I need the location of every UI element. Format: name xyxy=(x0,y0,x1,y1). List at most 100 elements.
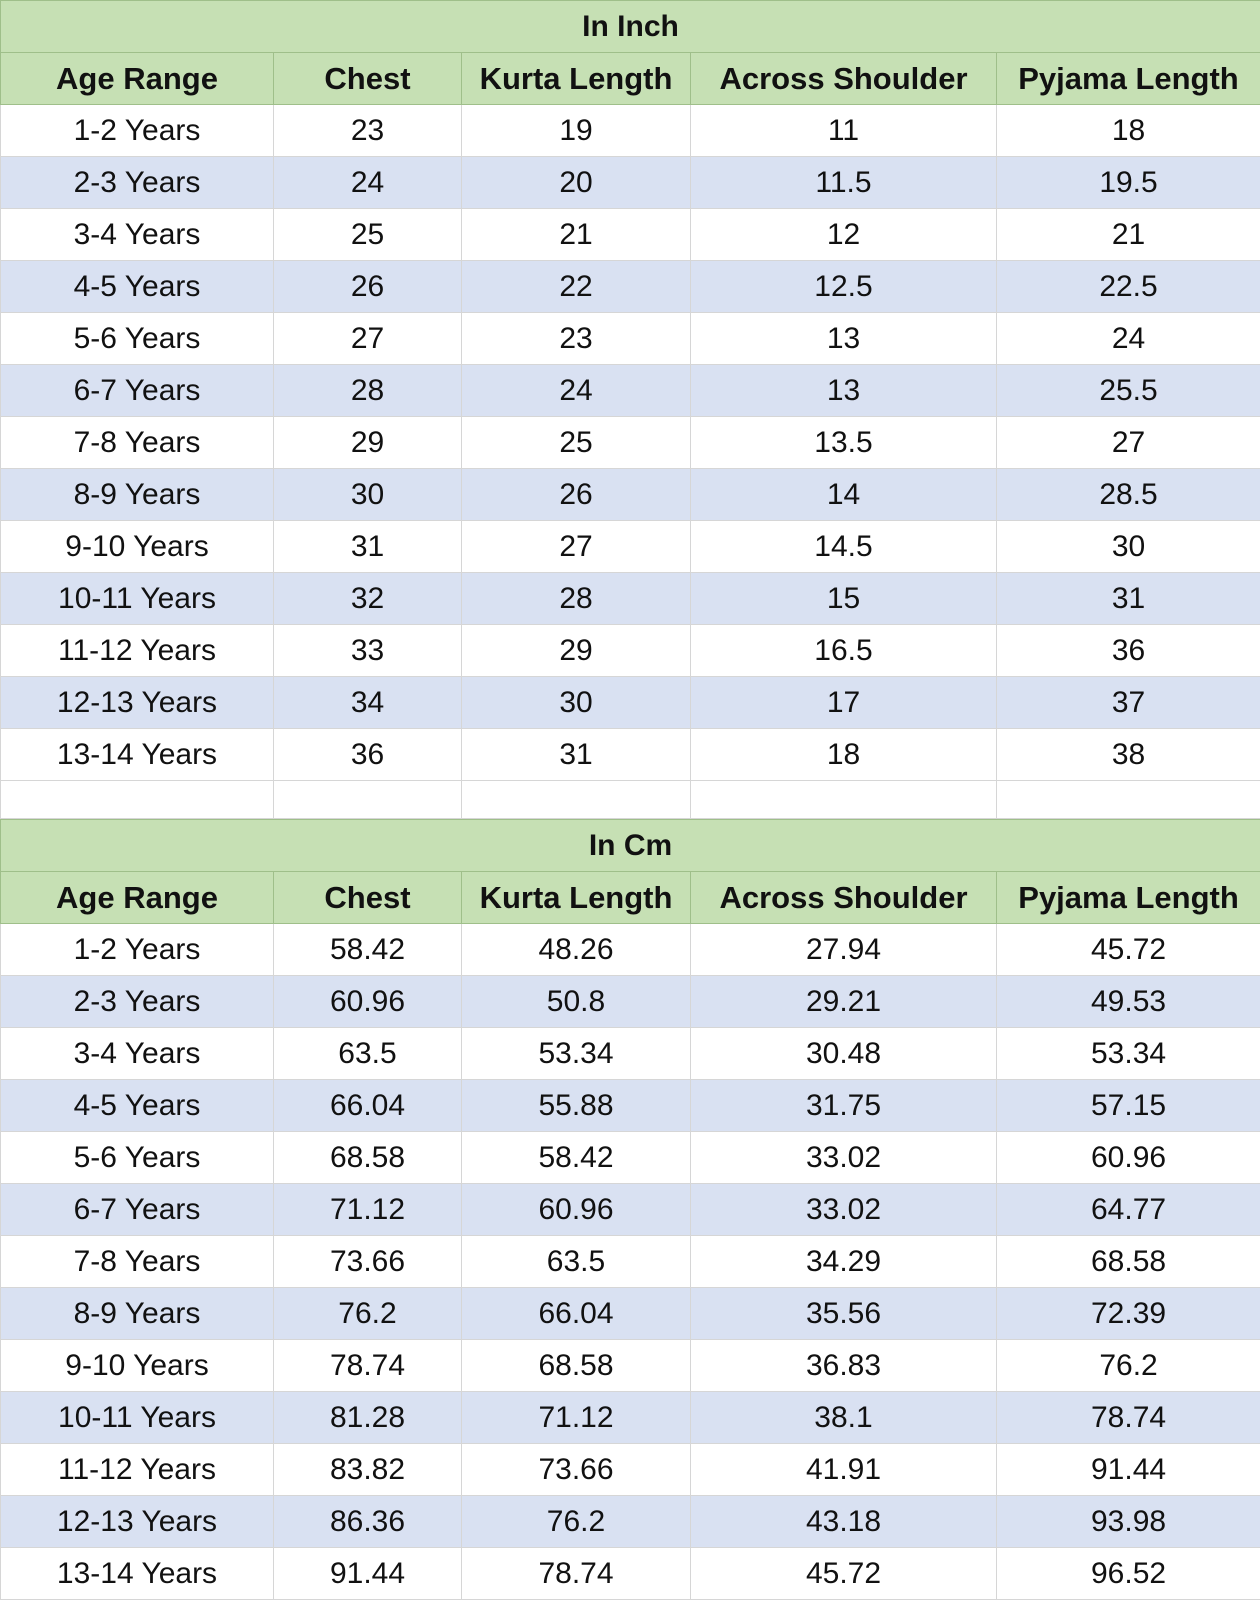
value-cell: 58.42 xyxy=(461,1131,691,1184)
table-title: In Cm xyxy=(0,819,1260,872)
value-cell: 36.83 xyxy=(690,1339,997,1392)
value-cell: 29 xyxy=(461,624,691,677)
value-cell: 50.8 xyxy=(461,975,691,1028)
age-cell: 2-3 Years xyxy=(0,975,274,1028)
value-cell: 60.96 xyxy=(995,1131,1260,1184)
value-cell: 20 xyxy=(461,156,691,209)
data-row: 6-7 Years 28 24 13 25.5 xyxy=(0,364,1260,417)
value-cell: 26 xyxy=(273,260,462,313)
value-cell: 55.88 xyxy=(461,1079,691,1132)
value-cell: 29.21 xyxy=(690,975,997,1028)
title-row: In Inch xyxy=(0,0,1260,53)
value-cell: 73.66 xyxy=(461,1443,691,1496)
column-header: Pyjama Length xyxy=(995,871,1260,924)
age-cell: 12-13 Years xyxy=(0,1495,274,1548)
value-cell: 53.34 xyxy=(461,1027,691,1080)
value-cell: 60.96 xyxy=(461,1183,691,1236)
value-cell: 12 xyxy=(690,208,997,261)
data-row: 10-11 Years 32 28 15 31 xyxy=(0,572,1260,625)
age-cell: 9-10 Years xyxy=(0,520,274,573)
value-cell: 22.5 xyxy=(995,260,1260,313)
value-cell: 31.75 xyxy=(690,1079,997,1132)
value-cell: 81.28 xyxy=(273,1391,462,1444)
data-row: 13-14 Years 91.44 78.74 45.72 96.52 xyxy=(0,1547,1260,1600)
age-cell: 6-7 Years xyxy=(0,1183,274,1236)
empty-cell xyxy=(0,780,274,819)
value-cell: 36 xyxy=(273,728,462,781)
age-cell: 7-8 Years xyxy=(0,1235,274,1288)
value-cell: 11.5 xyxy=(690,156,997,209)
value-cell: 27 xyxy=(461,520,691,573)
empty-cell xyxy=(995,780,1260,819)
size-table: In Inch Age Range Chest Kurta Length Across … xyxy=(0,0,1260,819)
data-row: 12-13 Years 34 30 17 37 xyxy=(0,676,1260,729)
data-row: 5-6 Years 27 23 13 24 xyxy=(0,312,1260,365)
value-cell: 37 xyxy=(995,676,1260,729)
data-row: 2-3 Years 60.96 50.8 29.21 49.53 xyxy=(0,975,1260,1028)
column-header: Across Shoulder xyxy=(690,52,997,105)
data-row: 8-9 Years 30 26 14 28.5 xyxy=(0,468,1260,521)
value-cell: 66.04 xyxy=(273,1079,462,1132)
age-cell: 12-13 Years xyxy=(0,676,274,729)
data-row: 1-2 Years 23 19 11 18 xyxy=(0,104,1260,157)
data-row: 3-4 Years 63.5 53.34 30.48 53.34 xyxy=(0,1027,1260,1080)
value-cell: 76.2 xyxy=(995,1339,1260,1392)
value-cell: 19 xyxy=(461,104,691,157)
value-cell: 78.74 xyxy=(995,1391,1260,1444)
age-cell: 2-3 Years xyxy=(0,156,274,209)
value-cell: 83.82 xyxy=(273,1443,462,1496)
age-cell: 1-2 Years xyxy=(0,104,274,157)
value-cell: 66.04 xyxy=(461,1287,691,1340)
value-cell: 11 xyxy=(690,104,997,157)
value-cell: 13.5 xyxy=(690,416,997,469)
value-cell: 76.2 xyxy=(461,1495,691,1548)
value-cell: 14 xyxy=(690,468,997,521)
value-cell: 28 xyxy=(461,572,691,625)
data-row: 4-5 Years 26 22 12.5 22.5 xyxy=(0,260,1260,313)
value-cell: 32 xyxy=(273,572,462,625)
value-cell: 71.12 xyxy=(273,1183,462,1236)
age-cell: 3-4 Years xyxy=(0,208,274,261)
data-row: 5-6 Years 68.58 58.42 33.02 60.96 xyxy=(0,1131,1260,1184)
value-cell: 17 xyxy=(690,676,997,729)
value-cell: 63.5 xyxy=(273,1027,462,1080)
size-table: In Cm Age Range Chest Kurta Length Across Sh… xyxy=(0,819,1260,1600)
value-cell: 28.5 xyxy=(995,468,1260,521)
data-row: 4-5 Years 66.04 55.88 31.75 57.15 xyxy=(0,1079,1260,1132)
value-cell: 24 xyxy=(995,312,1260,365)
value-cell: 68.58 xyxy=(461,1339,691,1392)
value-cell: 30 xyxy=(995,520,1260,573)
value-cell: 73.66 xyxy=(273,1235,462,1288)
data-row: 7-8 Years 29 25 13.5 27 xyxy=(0,416,1260,469)
value-cell: 48.26 xyxy=(461,923,691,976)
age-cell: 9-10 Years xyxy=(0,1339,274,1392)
data-row: 10-11 Years 81.28 71.12 38.1 78.74 xyxy=(0,1391,1260,1444)
value-cell: 23 xyxy=(273,104,462,157)
column-header: Pyjama Length xyxy=(995,52,1260,105)
value-cell: 45.72 xyxy=(995,923,1260,976)
age-cell: 10-11 Years xyxy=(0,572,274,625)
value-cell: 33.02 xyxy=(690,1183,997,1236)
value-cell: 64.77 xyxy=(995,1183,1260,1236)
value-cell: 22 xyxy=(461,260,691,313)
value-cell: 25.5 xyxy=(995,364,1260,417)
age-cell: 6-7 Years xyxy=(0,364,274,417)
data-row: 8-9 Years 76.2 66.04 35.56 72.39 xyxy=(0,1287,1260,1340)
column-header: Kurta Length xyxy=(461,871,691,924)
age-cell: 3-4 Years xyxy=(0,1027,274,1080)
data-row: 13-14 Years 36 31 18 38 xyxy=(0,728,1260,781)
table-title: In Inch xyxy=(0,0,1260,53)
value-cell: 31 xyxy=(995,572,1260,625)
value-cell: 16.5 xyxy=(690,624,997,677)
value-cell: 15 xyxy=(690,572,997,625)
value-cell: 96.52 xyxy=(995,1547,1260,1600)
value-cell: 29 xyxy=(273,416,462,469)
column-header: Chest xyxy=(273,871,462,924)
value-cell: 33.02 xyxy=(690,1131,997,1184)
value-cell: 63.5 xyxy=(461,1235,691,1288)
value-cell: 27.94 xyxy=(690,923,997,976)
column-header: Across Shoulder xyxy=(690,871,997,924)
value-cell: 45.72 xyxy=(690,1547,997,1600)
column-header: Age Range xyxy=(0,52,274,105)
